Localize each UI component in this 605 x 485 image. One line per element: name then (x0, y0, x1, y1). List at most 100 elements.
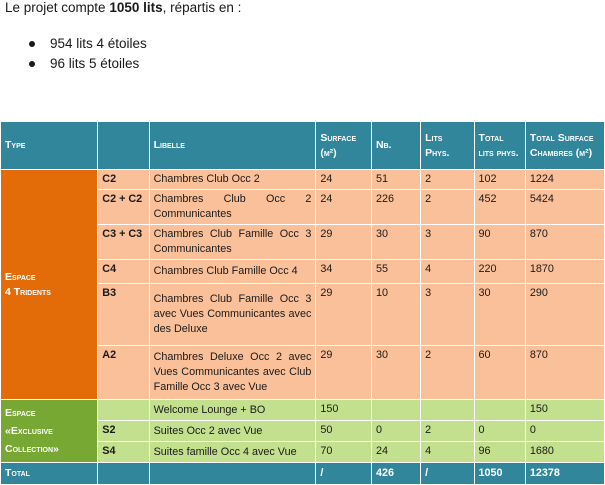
table-row: S4 Suites famille Occ 4 avec Vue 70 24 4… (1, 441, 605, 463)
list-item: 96 lits 5 étoiles (28, 54, 147, 74)
cell-total-lits: 0 (473, 420, 526, 442)
category-exclusive-collection-label: Espace «Exclusive Collection» (0, 399, 99, 463)
cell-nb: 10 (370, 283, 422, 346)
intro-bed-count: 1050 lits (109, 0, 163, 15)
cell-total-surface: 1870 (524, 259, 605, 284)
cell-lits: 2 (420, 189, 475, 225)
cell-surface: 29 (315, 283, 372, 346)
category-label-line: 4 Tridents (5, 285, 51, 298)
header-nb: Nb. (370, 121, 422, 170)
cell-surface: / (315, 462, 372, 485)
header-lits: Lits Phys. (420, 121, 475, 170)
cell-total-lits: 452 (473, 189, 526, 225)
cell-total-surface: 870 (524, 345, 605, 400)
cell-total-lits: 102 (473, 169, 526, 190)
header-total-surface: Total Surface Chambres (m²) (524, 121, 605, 170)
cell-lits (420, 399, 475, 421)
cell-code: S4 (97, 441, 150, 463)
category-label-line: Espace (5, 407, 36, 419)
cell-surface: 50 (315, 420, 372, 442)
cell-code: B3 (97, 283, 150, 346)
header-surface: Surface (m²) (315, 121, 372, 170)
list-item: 954 lits 4 étoiles (28, 34, 147, 54)
cell-nb: 226 (370, 189, 422, 225)
cell-total-lits: 30 (473, 283, 526, 346)
cell-code: C3 + C3 (97, 224, 150, 260)
cell-total-surface: 5424 (524, 189, 605, 225)
cell-nb: 55 (370, 259, 422, 284)
cell-code: C2 + C2 (97, 189, 150, 225)
list-item-text: 954 lits 4 étoiles (50, 36, 147, 51)
header-libelle: Libelle (148, 121, 317, 170)
cell-code (97, 462, 150, 485)
cell-libelle: Chambres Club Occ 2 (148, 169, 317, 190)
cell-libelle: Chambres Deluxe Occ 2 avec Vues Communic… (148, 345, 317, 400)
table-header-row: Type Libelle Surface (m²) Nb. Lits Phys.… (0, 121, 605, 170)
intro-prefix: Le projet compte (5, 0, 110, 15)
cell-nb: 426 (370, 462, 422, 485)
cell-lits: 3 (420, 283, 475, 346)
cell-lits: 2 (420, 420, 475, 442)
cell-lits: 2 (420, 169, 475, 190)
cell-total-surface: 290 (524, 283, 605, 346)
bullet-icon (29, 61, 35, 67)
table-row: C3 + C3 Chambres Club Famille Occ 3 Comm… (1, 224, 605, 260)
cell-nb (370, 399, 422, 421)
table-row: C2 + C2 Chambres Club Occ 2 Communicante… (1, 189, 605, 225)
cell-lits: / (420, 462, 475, 485)
table-row: Espace 4 Tridents C2 Chambres Club Occ 2 … (0, 169, 605, 400)
cell-libelle: Chambres Club Famille Occ 4 (148, 259, 317, 284)
cell-libelle: Chambres Club Occ 2 Communicantes (148, 189, 317, 225)
cell-total-surface: 870 (524, 224, 605, 260)
cell-surface: 24 (315, 169, 372, 190)
cell-surface: 29 (315, 224, 372, 260)
cell-total-lits: 96 (473, 441, 526, 463)
cell-nb: 24 (370, 441, 422, 463)
table-row: B3 Chambres Club Famille Occ 3 avec Vues… (1, 283, 605, 346)
cell-libelle: Suites famille Occ 4 avec Vue (148, 441, 317, 463)
cell-nb: 30 (370, 345, 422, 400)
cell-total-surface: 0 (524, 420, 605, 442)
table-row: S2 Suites Occ 2 avec Vue 50 0 2 0 0 (1, 420, 605, 442)
header-code (97, 121, 150, 170)
table-row: A2 Chambres Deluxe Occ 2 avec Vues Commu… (1, 345, 605, 400)
cell-nb: 30 (370, 224, 422, 260)
cell-libelle: Welcome Lounge + BO (148, 399, 317, 421)
cell-nb: 0 (370, 420, 422, 442)
cell-code: C4 (97, 259, 150, 284)
cell-total-surface: 12378 (524, 462, 605, 485)
cell-total-lits: 220 (473, 259, 526, 284)
cell-libelle: Suites Occ 2 avec Vue (148, 420, 317, 442)
table-total-row: Total / 426 / 1050 12378 (0, 462, 605, 485)
cell-lits: 3 (420, 224, 475, 260)
bullet-icon (29, 41, 35, 47)
category-4-tridents-label: Espace 4 Tridents (0, 169, 99, 400)
cell-total-lits (473, 399, 526, 421)
bed-breakdown-list: 954 lits 4 étoiles 96 lits 5 étoiles (28, 34, 147, 74)
cell-lits: 2 (420, 345, 475, 400)
cell-libelle: Chambres Club Famille Occ 3 Communicante… (148, 224, 317, 260)
cell-surface: 24 (315, 189, 372, 225)
cell-surface: 29 (315, 345, 372, 400)
category-label-line: Collection» (5, 443, 59, 455)
cell-lits: 4 (420, 259, 475, 284)
category-label-line: «Exclusive (5, 425, 53, 437)
cell-nb: 51 (370, 169, 422, 190)
cell-code: C2 (97, 169, 150, 190)
intro-suffix: , répartis en : (162, 0, 242, 15)
cell-code: S2 (97, 420, 150, 442)
rooms-table: Type Libelle Surface (m²) Nb. Lits Phys.… (0, 121, 605, 485)
category-label-line: Espace (5, 270, 36, 283)
cell-total-lits: 90 (473, 224, 526, 260)
header-total-lits: Total lits phys. (473, 121, 526, 170)
cell-libelle: Chambres Club Famille Occ 3 avec Vues Co… (148, 283, 317, 346)
cell-surface: 34 (315, 259, 372, 284)
cell-total-lits: 1050 (473, 462, 526, 485)
table-row: Espace «Exclusive Collection» Welcome Loun… (0, 399, 605, 463)
intro-text: Le projet compte 1050 lits, répartis en … (5, 0, 241, 16)
header-type: Type (0, 121, 99, 170)
total-label: Total (0, 462, 99, 485)
cell-code (97, 399, 150, 421)
cell-total-lits: 60 (473, 345, 526, 400)
cell-total-surface: 1224 (524, 169, 605, 190)
